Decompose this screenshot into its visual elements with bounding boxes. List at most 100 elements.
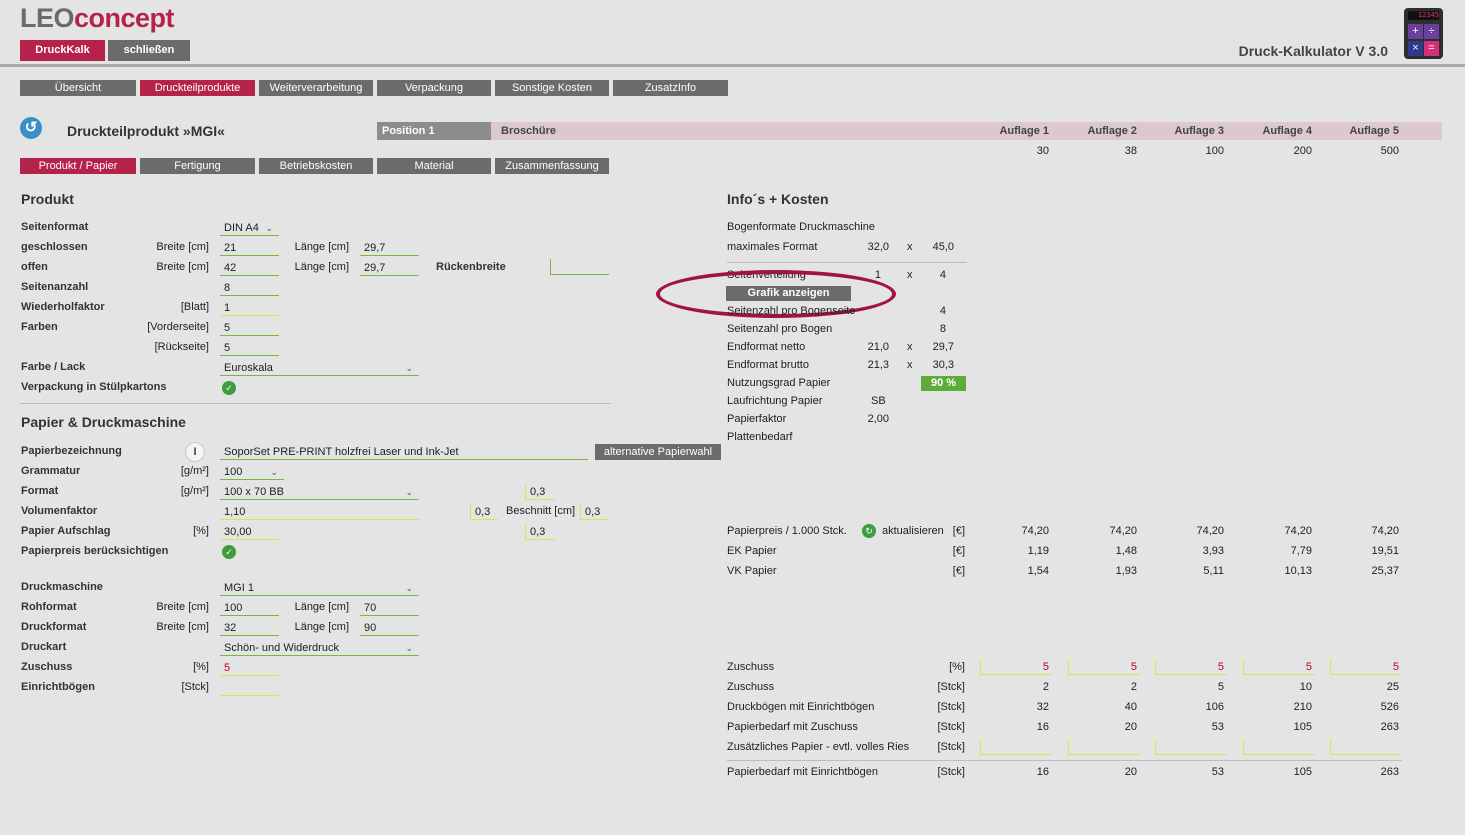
subtab-betriebskosten[interactable]: Betriebskosten (259, 158, 373, 174)
einrichtboegen-input[interactable] (220, 680, 279, 696)
section-divider (20, 403, 611, 404)
druckmaschine-select[interactable]: MGI 1 ⌄ (220, 580, 419, 596)
zusaetzlich-1-input[interactable] (980, 739, 1052, 755)
seitenanzahl-input[interactable]: 8 (220, 280, 279, 296)
tab-zusatzinfo[interactable]: ZusatzInfo (613, 80, 728, 96)
papierfaktor-value: 2,00 (867, 413, 889, 425)
aufschlag-side-input[interactable]: 0,3 (525, 524, 555, 540)
calculator-display: 12345 (1408, 11, 1439, 20)
zuschuss-unit: [%] (193, 661, 209, 673)
auflage-5-value: 500 (1380, 145, 1399, 157)
currency-unit: [€] (952, 545, 965, 557)
aktualisieren-link[interactable]: aktualisieren (882, 525, 944, 537)
vk-papier-3: 5,11 (1203, 565, 1224, 577)
summary-divider (727, 760, 1402, 761)
calc-equals-key: = (1424, 41, 1439, 56)
zuschuss-stck-4: 10 (1299, 681, 1312, 693)
seitenzahl-bogen-label: Seitenzahl pro Bogen (727, 323, 833, 335)
zuschuss-pct-3-input[interactable]: 5 (1155, 659, 1227, 675)
nutzungsgrad-badge: 90 % (921, 376, 966, 391)
rohformat-laenge-input[interactable]: 70 (360, 600, 419, 616)
druckart-label: Druckart (21, 641, 67, 653)
druckkalk-button[interactable]: DruckKalk (20, 40, 105, 61)
tab-sonstige-kosten[interactable]: Sonstige Kosten (495, 80, 609, 96)
info-heading: Info´s + Kosten (727, 191, 829, 207)
druckmaschine-label: Druckmaschine (21, 581, 103, 593)
tab-druckteilprodukte[interactable]: Druckteilprodukte (140, 80, 255, 96)
zuschuss-pct-4-input[interactable]: 5 (1243, 659, 1315, 675)
refresh-icon[interactable]: ↻ (862, 524, 876, 538)
rohformat-breite-input[interactable]: 100 (220, 600, 279, 616)
format-select[interactable]: 100 x 70 BB ⌄ (220, 484, 419, 500)
offen-label: offen (21, 261, 48, 273)
rueckenbreite-input[interactable] (550, 259, 609, 275)
papierbezeichnung-input[interactable]: SoporSet PRE-PRINT holzfrei Laser und In… (220, 444, 588, 460)
chevron-down-icon: ⌄ (270, 467, 278, 477)
rohformat-label: Rohformat (21, 601, 77, 613)
druckformat-laenge-input[interactable]: 90 (360, 620, 419, 636)
druckart-select[interactable]: Schön- und Widerdruck ⌄ (220, 640, 419, 656)
papierbedarf-einricht-2: 20 (1124, 766, 1137, 778)
seitenformat-value: DIN A4 (224, 222, 259, 234)
calculator-icon[interactable]: 12345 + ÷ × = (1404, 8, 1443, 59)
currency-unit: [€] (952, 525, 965, 537)
toggle-on-icon[interactable]: ✓ (222, 545, 236, 559)
zuschuss-pct-5-input[interactable]: 5 (1330, 659, 1402, 675)
zusaetzlich-4-input[interactable] (1243, 739, 1315, 755)
tab-weiterverarbeitung[interactable]: Weiterverarbeitung (259, 80, 373, 96)
beschnitt-input[interactable]: 0,3 (580, 504, 609, 520)
format-side-input[interactable]: 0,3 (525, 484, 555, 500)
schliessen-button[interactable]: schließen (108, 40, 190, 61)
aufschlag-input[interactable]: 30,00 (220, 524, 279, 540)
subtab-material[interactable]: Material (377, 158, 491, 174)
farbe-lack-select[interactable]: Euroskala ⌄ (220, 360, 419, 376)
seitenformat-select[interactable]: DIN A4 ⌄ (220, 220, 279, 236)
auflage-4-label: Auflage 4 (1262, 125, 1312, 137)
zusaetzlich-3-input[interactable] (1155, 739, 1227, 755)
offen-laenge-input[interactable]: 29,7 (360, 260, 419, 276)
volumen-side-input[interactable]: 0,3 (470, 504, 498, 520)
subtab-fertigung[interactable]: Fertigung (140, 158, 255, 174)
tab-uebersicht[interactable]: Übersicht (20, 80, 136, 96)
stck-unit: [Stck] (937, 721, 965, 733)
subtab-zusammenfassung[interactable]: Zusammenfassung (495, 158, 609, 174)
zuschuss-label: Zuschuss (21, 661, 73, 673)
zuschuss-input[interactable]: 5 (220, 660, 279, 676)
papierfaktor-label: Papierfaktor (727, 413, 787, 425)
volumenfaktor-input[interactable]: 1,10 (220, 504, 419, 520)
grammatur-select[interactable]: 100 ⌄ (220, 464, 284, 480)
ek-papier-5: 19,51 (1371, 545, 1399, 557)
geschlossen-laenge-input[interactable]: 29,7 (360, 240, 419, 256)
tab-verpackung[interactable]: Verpackung (377, 80, 491, 96)
zusaetzlich-5-input[interactable] (1330, 739, 1402, 755)
geschlossen-breite-input[interactable]: 21 (220, 240, 279, 256)
produkt-heading: Produkt (21, 191, 74, 207)
product-type: Broschüre (501, 125, 557, 137)
calc-divide-key: ÷ (1424, 24, 1439, 39)
vorderseite-input[interactable]: 5 (220, 320, 279, 336)
subtab-produkt-papier[interactable]: Produkt / Papier (20, 158, 136, 174)
offen-breite-input[interactable]: 42 (220, 260, 279, 276)
zuschuss-pct-2-input[interactable]: 5 (1068, 659, 1140, 675)
auflage-3-label: Auflage 3 (1174, 125, 1224, 137)
back-arrow-icon[interactable]: ↺ (20, 117, 42, 139)
info-icon[interactable]: I (185, 442, 205, 462)
seitenzahl-bogenseite-label: Seitenzahl pro Bogenseite (727, 305, 856, 317)
alternative-papierwahl-button[interactable]: alternative Papierwahl (595, 444, 721, 460)
zusaetzlich-2-input[interactable] (1068, 739, 1140, 755)
auflage-2-label: Auflage 2 (1087, 125, 1137, 137)
endformat-netto-label: Endformat netto (727, 341, 806, 353)
toggle-on-icon[interactable]: ✓ (222, 381, 236, 395)
aufschlag-label: Papier Aufschlag (21, 525, 111, 537)
papierbedarf-zuschuss-label: Papierbedarf mit Zuschuss (727, 721, 858, 733)
auflage-1-label: Auflage 1 (999, 125, 1049, 137)
auflage-4-value: 200 (1293, 145, 1312, 157)
druckformat-breite-input[interactable]: 32 (220, 620, 279, 636)
zuschuss-pct-1-input[interactable]: 5 (980, 659, 1052, 675)
papierbedarf-einricht-label: Papierbedarf mit Einrichtbögen (727, 766, 879, 778)
wiederholfaktor-label: Wiederholfaktor (21, 301, 105, 313)
rueckseite-input[interactable]: 5 (220, 340, 279, 356)
position-label[interactable]: Position 1 (377, 122, 491, 140)
farben-label: Farben (21, 321, 58, 333)
wiederholfaktor-input[interactable]: 1 (220, 300, 279, 316)
